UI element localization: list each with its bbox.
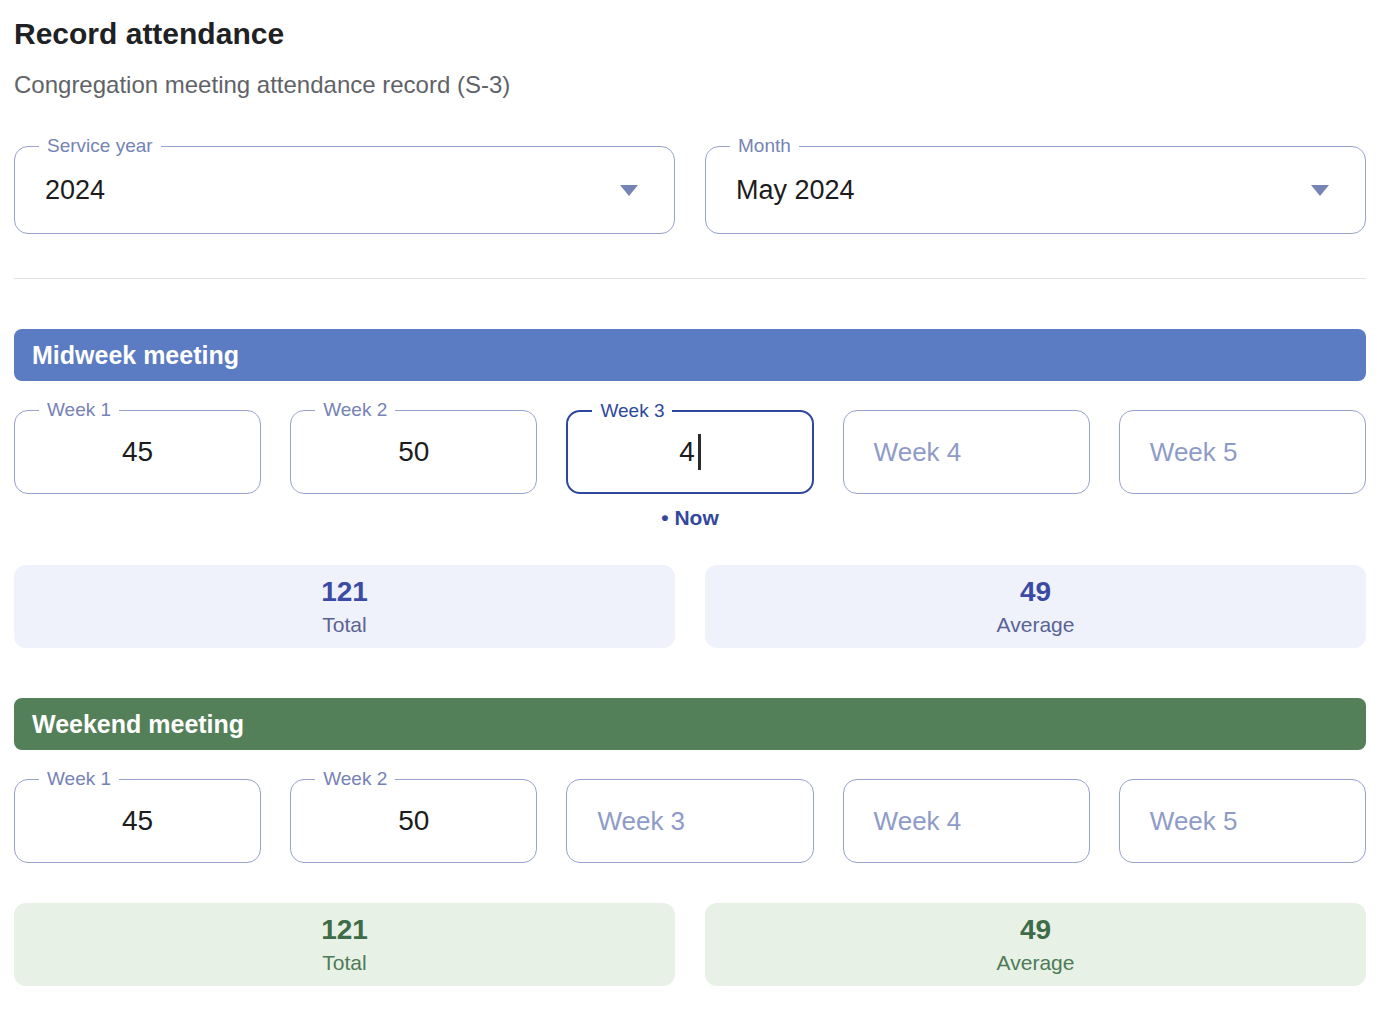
text-cursor	[698, 434, 701, 470]
midweek-week-3-label: Week 3	[592, 400, 672, 422]
weekend-week-2-value: 50	[398, 805, 429, 837]
midweek-average-box: 49 Average	[705, 565, 1366, 648]
dropdown-arrow-icon	[1311, 185, 1329, 196]
midweek-week-2-label: Week 2	[315, 399, 395, 421]
weekend-total-value: 121	[321, 913, 368, 947]
weekend-week-5-input[interactable]: Week 5	[1119, 779, 1366, 863]
dropdown-arrow-icon	[620, 185, 638, 196]
midweek-week-1-label: Week 1	[39, 399, 119, 421]
midweek-section-header: Midweek meeting	[14, 329, 1366, 381]
weekend-week-2-label: Week 2	[315, 768, 395, 790]
weekend-average-label: Average	[997, 949, 1075, 976]
midweek-week-1-value: 45	[122, 436, 153, 468]
service-year-label: Service year	[39, 135, 161, 157]
service-year-select[interactable]: Service year 2024	[14, 146, 675, 234]
midweek-total-value: 121	[321, 575, 368, 609]
weekend-week-1-label: Week 1	[39, 768, 119, 790]
midweek-week-3-input[interactable]: Week 3 4	[566, 410, 813, 494]
midweek-section: Midweek meeting Week 1 45 Week 2 50 Week…	[14, 329, 1366, 648]
month-label: Month	[730, 135, 799, 157]
weekend-week-5-label: Week 5	[1150, 806, 1238, 837]
weekend-average-box: 49 Average	[705, 903, 1366, 986]
weekend-week-1-input[interactable]: Week 1 45	[14, 779, 261, 863]
midweek-week-1-input[interactable]: Week 1 45	[14, 410, 261, 494]
weekend-week-4-input[interactable]: Week 4	[843, 779, 1090, 863]
midweek-week-5-input[interactable]: Week 5	[1119, 410, 1366, 494]
record-attendance-page: Record attendance Congregation meeting a…	[0, 0, 1380, 1006]
page-title: Record attendance	[14, 16, 1366, 52]
weekend-average-value: 49	[1020, 913, 1051, 947]
month-value: May 2024	[736, 175, 855, 206]
weekend-week-1-value: 45	[122, 805, 153, 837]
filters-row: Service year 2024 Month May 2024	[14, 146, 1366, 234]
page-subtitle: Congregation meeting attendance record (…	[14, 70, 1366, 100]
now-hint: • Now	[566, 506, 813, 530]
weekend-section: Weekend meeting Week 1 45 Week 2 50 Week…	[14, 698, 1366, 986]
weekend-weeks-row: Week 1 45 Week 2 50 Week 3 Week 4	[14, 779, 1366, 863]
midweek-total-label: Total	[322, 611, 366, 638]
midweek-average-value: 49	[1020, 575, 1051, 609]
divider	[14, 278, 1366, 279]
midweek-week-4-label: Week 4	[874, 437, 962, 468]
service-year-value: 2024	[45, 175, 105, 206]
midweek-total-box: 121 Total	[14, 565, 675, 648]
midweek-weeks-row: Week 1 45 Week 2 50 Week 3 4 • Now	[14, 410, 1366, 494]
weekend-week-4-label: Week 4	[874, 806, 962, 837]
midweek-average-label: Average	[997, 611, 1075, 638]
weekend-week-2-input[interactable]: Week 2 50	[290, 779, 537, 863]
month-select[interactable]: Month May 2024	[705, 146, 1366, 234]
weekend-section-header: Weekend meeting	[14, 698, 1366, 750]
midweek-week-4-input[interactable]: Week 4	[843, 410, 1090, 494]
midweek-week-2-input[interactable]: Week 2 50	[290, 410, 537, 494]
midweek-week-3-value: 4	[679, 436, 695, 468]
weekend-stats-row: 121 Total 49 Average	[14, 903, 1366, 986]
weekend-total-label: Total	[322, 949, 366, 976]
midweek-week-5-label: Week 5	[1150, 437, 1238, 468]
weekend-total-box: 121 Total	[14, 903, 675, 986]
weekend-week-3-input[interactable]: Week 3	[566, 779, 813, 863]
weekend-week-3-label: Week 3	[597, 806, 685, 837]
midweek-week-2-value: 50	[398, 436, 429, 468]
midweek-stats-row: 121 Total 49 Average	[14, 565, 1366, 648]
